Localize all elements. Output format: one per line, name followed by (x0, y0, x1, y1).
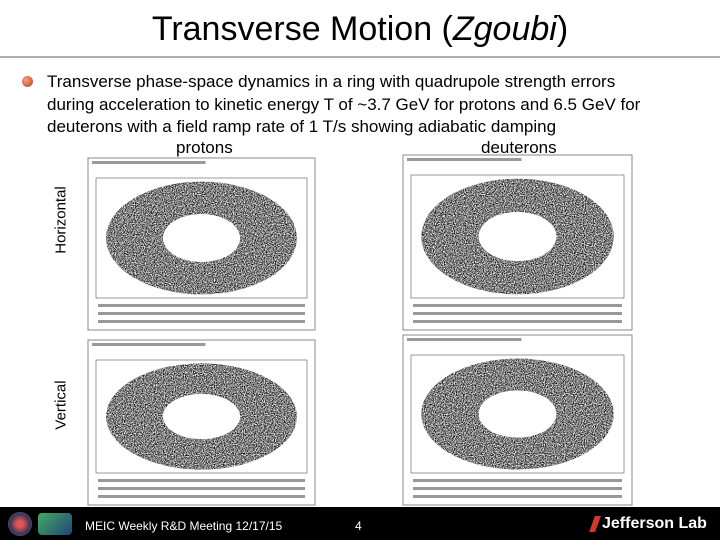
bullet-icon (22, 76, 33, 87)
footer-meeting: MEIC Weekly R&D Meeting 12/17/15 (85, 519, 283, 533)
plot-frame (410, 354, 625, 474)
phase-space-core (162, 393, 241, 440)
caption-scan (413, 495, 622, 498)
lab-mark (589, 516, 601, 532)
plot-frame (95, 177, 308, 299)
phase-space-core (478, 390, 557, 438)
plot-frame (410, 174, 625, 299)
header-scan (92, 161, 206, 164)
title-rule (0, 56, 720, 58)
logo (8, 512, 32, 536)
column-label: deuterons (481, 138, 557, 157)
caption-scan (413, 479, 622, 482)
plots (87, 154, 633, 506)
caption-scan (98, 479, 305, 482)
caption-scan (98, 304, 305, 307)
caption-scan (413, 304, 622, 307)
caption-scan (413, 487, 622, 490)
page-number: 4 (355, 519, 362, 533)
caption-scan (413, 320, 622, 323)
plot-frame (95, 359, 308, 474)
phase-space-core (162, 214, 241, 262)
caption-scan (98, 495, 305, 498)
title-suffix: ) (556, 10, 569, 48)
phase-space-core (478, 211, 557, 262)
title-prefix: Transverse Motion ( (151, 10, 453, 48)
caption-scan (98, 312, 305, 315)
column-label: protons (176, 138, 233, 157)
caption-scan (413, 312, 622, 315)
footer-bar: MEIC Weekly R&D Meeting 12/17/15 4 Jeffe… (0, 507, 720, 540)
header-scan (407, 158, 522, 161)
title: Transverse Motion (Zgoubi) (0, 10, 720, 49)
caption-scan (98, 487, 305, 490)
lab-name: Jefferson Lab (602, 515, 707, 532)
bullet-line: deuterons with a field ramp rate of 1 T/… (47, 117, 557, 136)
header-scan (92, 343, 206, 346)
logo (38, 513, 72, 535)
bullet-line: during acceleration to kinetic energy T … (47, 95, 641, 114)
header-scan (407, 338, 522, 341)
title-emphasis: Zgoubi (452, 10, 557, 48)
bullet-line: Transverse phase-space dynamics in a rin… (47, 72, 616, 91)
caption-scan (98, 320, 305, 323)
